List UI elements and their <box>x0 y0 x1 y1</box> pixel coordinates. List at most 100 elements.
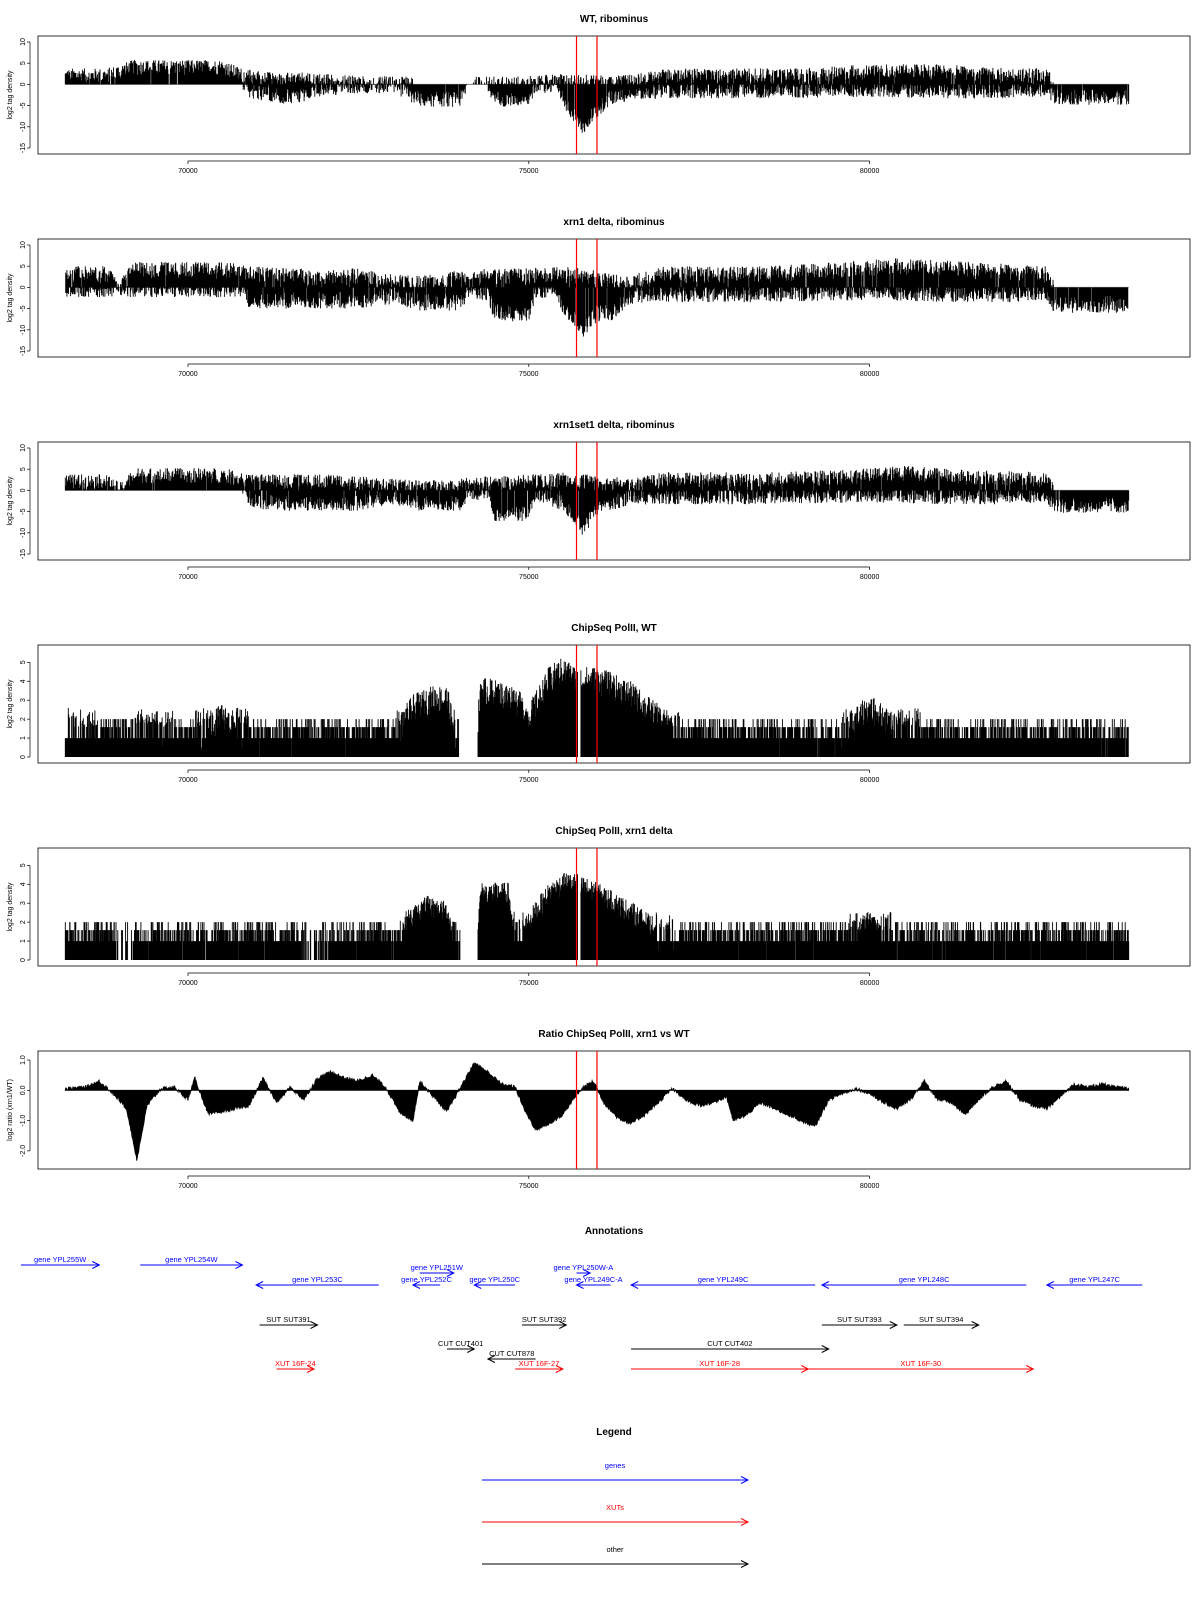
annotation-xut: XUT 16F-30 <box>808 1359 1035 1373</box>
tag-density-bars <box>64 59 1130 133</box>
track-panels: WT, ribominus 10 5 0 -5 -10 -15 log2 tag densit… <box>7 14 1191 1190</box>
arrowhead-icon <box>235 1261 244 1269</box>
annotation-other: SUT SUT394 <box>903 1315 980 1329</box>
annotation-other: CUT CUT402 <box>631 1339 830 1353</box>
arrowhead-icon <box>629 1281 639 1289</box>
x-tick-label: 75000 <box>519 777 539 784</box>
x-tick-label: 80000 <box>860 1183 880 1190</box>
y-axis-label: log2 tag density <box>7 679 14 729</box>
y-tick-label: 4 <box>20 882 27 886</box>
feature-label: XUT 16F-30 <box>900 1359 941 1368</box>
legend-label: other <box>606 1545 624 1554</box>
x-tick-label: 80000 <box>860 168 880 175</box>
x-axis: 70000 75000 80000 <box>178 566 879 581</box>
signal-track <box>64 658 1129 757</box>
y-tick-label: -2.0 <box>20 1145 27 1157</box>
panel-title: ChipSeq PolII, WT <box>571 623 657 634</box>
y-tick-label: 0 <box>20 82 27 86</box>
feature-label: SUT SUT393 <box>837 1315 881 1324</box>
legend-item-gene: genes <box>482 1461 750 1484</box>
arrowhead-icon <box>473 1281 482 1289</box>
feature-label: gene YPL248C <box>899 1275 950 1284</box>
y-tick-label: 5 <box>20 863 27 867</box>
panel-title: xrn1set1 delta, ribominus <box>553 420 675 431</box>
panel-title: Ratio ChipSeq PolII, xrn1 vs WT <box>538 1029 689 1040</box>
panel-title: WT, ribominus <box>580 14 649 25</box>
arrowhead-icon <box>575 1281 584 1289</box>
x-tick-label: 80000 <box>860 980 880 987</box>
x-tick-label: 70000 <box>178 574 198 581</box>
y-tick-label: 0.0 <box>20 1085 27 1095</box>
arrowhead-icon <box>411 1281 421 1289</box>
feature-label: CUT CUT402 <box>707 1339 752 1348</box>
arrowhead-icon <box>820 1281 830 1289</box>
y-axis: 5 4 3 2 1 0 <box>20 863 31 962</box>
y-tick-label: 10 <box>20 444 27 452</box>
y-tick-label: -15 <box>20 549 27 559</box>
feature-label: SUT SUT394 <box>919 1315 963 1324</box>
arrowhead-icon <box>740 1518 750 1526</box>
annotation-gene: gene YPL250C <box>469 1275 521 1289</box>
legend-title: Legend <box>596 1427 632 1438</box>
panel-4: ChipSeq PolII, WT 5 4 3 2 1 0 log2 tag density 7… <box>7 623 1191 784</box>
y-tick-label: -1.0 <box>20 1114 27 1126</box>
feature-label: gene YPL247C <box>1069 1275 1120 1284</box>
x-tick-label: 70000 <box>178 777 198 784</box>
tag-density-bars <box>65 258 1129 337</box>
signal-track <box>64 873 1130 960</box>
y-axis-label: log2 ratio (xrn1/WT) <box>7 1079 14 1141</box>
legend-label: genes <box>605 1461 626 1470</box>
y-tick-label: -15 <box>20 143 27 153</box>
x-tick-label: 75000 <box>519 1183 539 1190</box>
feature-label: gene YPL255W <box>34 1255 87 1264</box>
arrowhead-icon <box>1045 1281 1055 1289</box>
y-axis: 10 5 0 -5 -10 -15 <box>20 241 31 356</box>
arrowhead-icon <box>821 1345 830 1353</box>
y-axis: 10 5 0 -5 -10 -15 <box>20 444 31 559</box>
arrowhead-icon <box>486 1355 496 1363</box>
annotation-other: CUT CUT401 <box>438 1339 483 1353</box>
y-tick-label: 3 <box>20 698 27 702</box>
y-tick-label: 1.0 <box>20 1055 27 1065</box>
annotation-gene: gene YPL254W <box>140 1255 244 1269</box>
x-axis: 70000 75000 80000 <box>178 160 880 175</box>
feature-label: gene YPL249C <box>698 1275 749 1284</box>
y-tick-label: 0 <box>20 285 27 289</box>
y-axis: 1.0 0.0 -1.0 -2.0 <box>20 1055 31 1157</box>
y-axis-label: log2 tag density <box>7 70 14 120</box>
feature-label: XUT 16F-24 <box>275 1359 316 1368</box>
legend-item-other: other <box>482 1545 750 1568</box>
annotation-xut: XUT 16F-24 <box>275 1359 316 1373</box>
feature-label: SUT SUT391 <box>266 1315 310 1324</box>
panel-title: xrn1 delta, ribominus <box>563 217 665 228</box>
x-tick-label: 75000 <box>519 574 539 581</box>
annotation-gene: gene YPL252C <box>401 1275 452 1289</box>
annotation-gene: gene YPL251W <box>411 1263 464 1277</box>
y-tick-label: 3 <box>20 901 27 905</box>
y-tick-label: 0 <box>20 958 27 962</box>
y-tick-label: -10 <box>20 325 27 335</box>
panel-2: xrn1 delta, ribominus 10 5 0 -5 -10 -15 log2 ta… <box>7 217 1191 378</box>
panel-6: Ratio ChipSeq PolII, xrn1 vs WT 1.0 0.0 -1.… <box>7 1029 1191 1190</box>
annotation-track: Annotations gene YPL255W gene YPL254W gene … <box>20 1226 1143 1373</box>
feature-label: gene YPL250C <box>469 1275 520 1284</box>
y-tick-label: 2 <box>20 920 27 924</box>
annotation-other: SUT SUT393 <box>821 1315 899 1329</box>
arrowhead-icon <box>971 1321 980 1329</box>
feature-label: gene YPL252C <box>401 1275 452 1284</box>
annotations-title: Annotations <box>585 1226 644 1237</box>
x-tick-label: 75000 <box>519 980 539 987</box>
legend-label: XUTs <box>606 1503 624 1512</box>
y-tick-label: 5 <box>20 61 27 65</box>
annotation-other: SUT SUT391 <box>259 1315 319 1329</box>
x-tick-label: 70000 <box>178 1183 198 1190</box>
x-tick-label: 70000 <box>178 371 198 378</box>
y-tick-label: 5 <box>20 264 27 268</box>
y-tick-label: -10 <box>20 528 27 538</box>
annotation-gene: gene YPL247C <box>1045 1275 1143 1289</box>
y-tick-label: -5 <box>20 305 27 311</box>
feature-label: gene YPL253C <box>292 1275 343 1284</box>
x-tick-label: 75000 <box>519 371 539 378</box>
arrowhead-icon <box>306 1365 316 1373</box>
